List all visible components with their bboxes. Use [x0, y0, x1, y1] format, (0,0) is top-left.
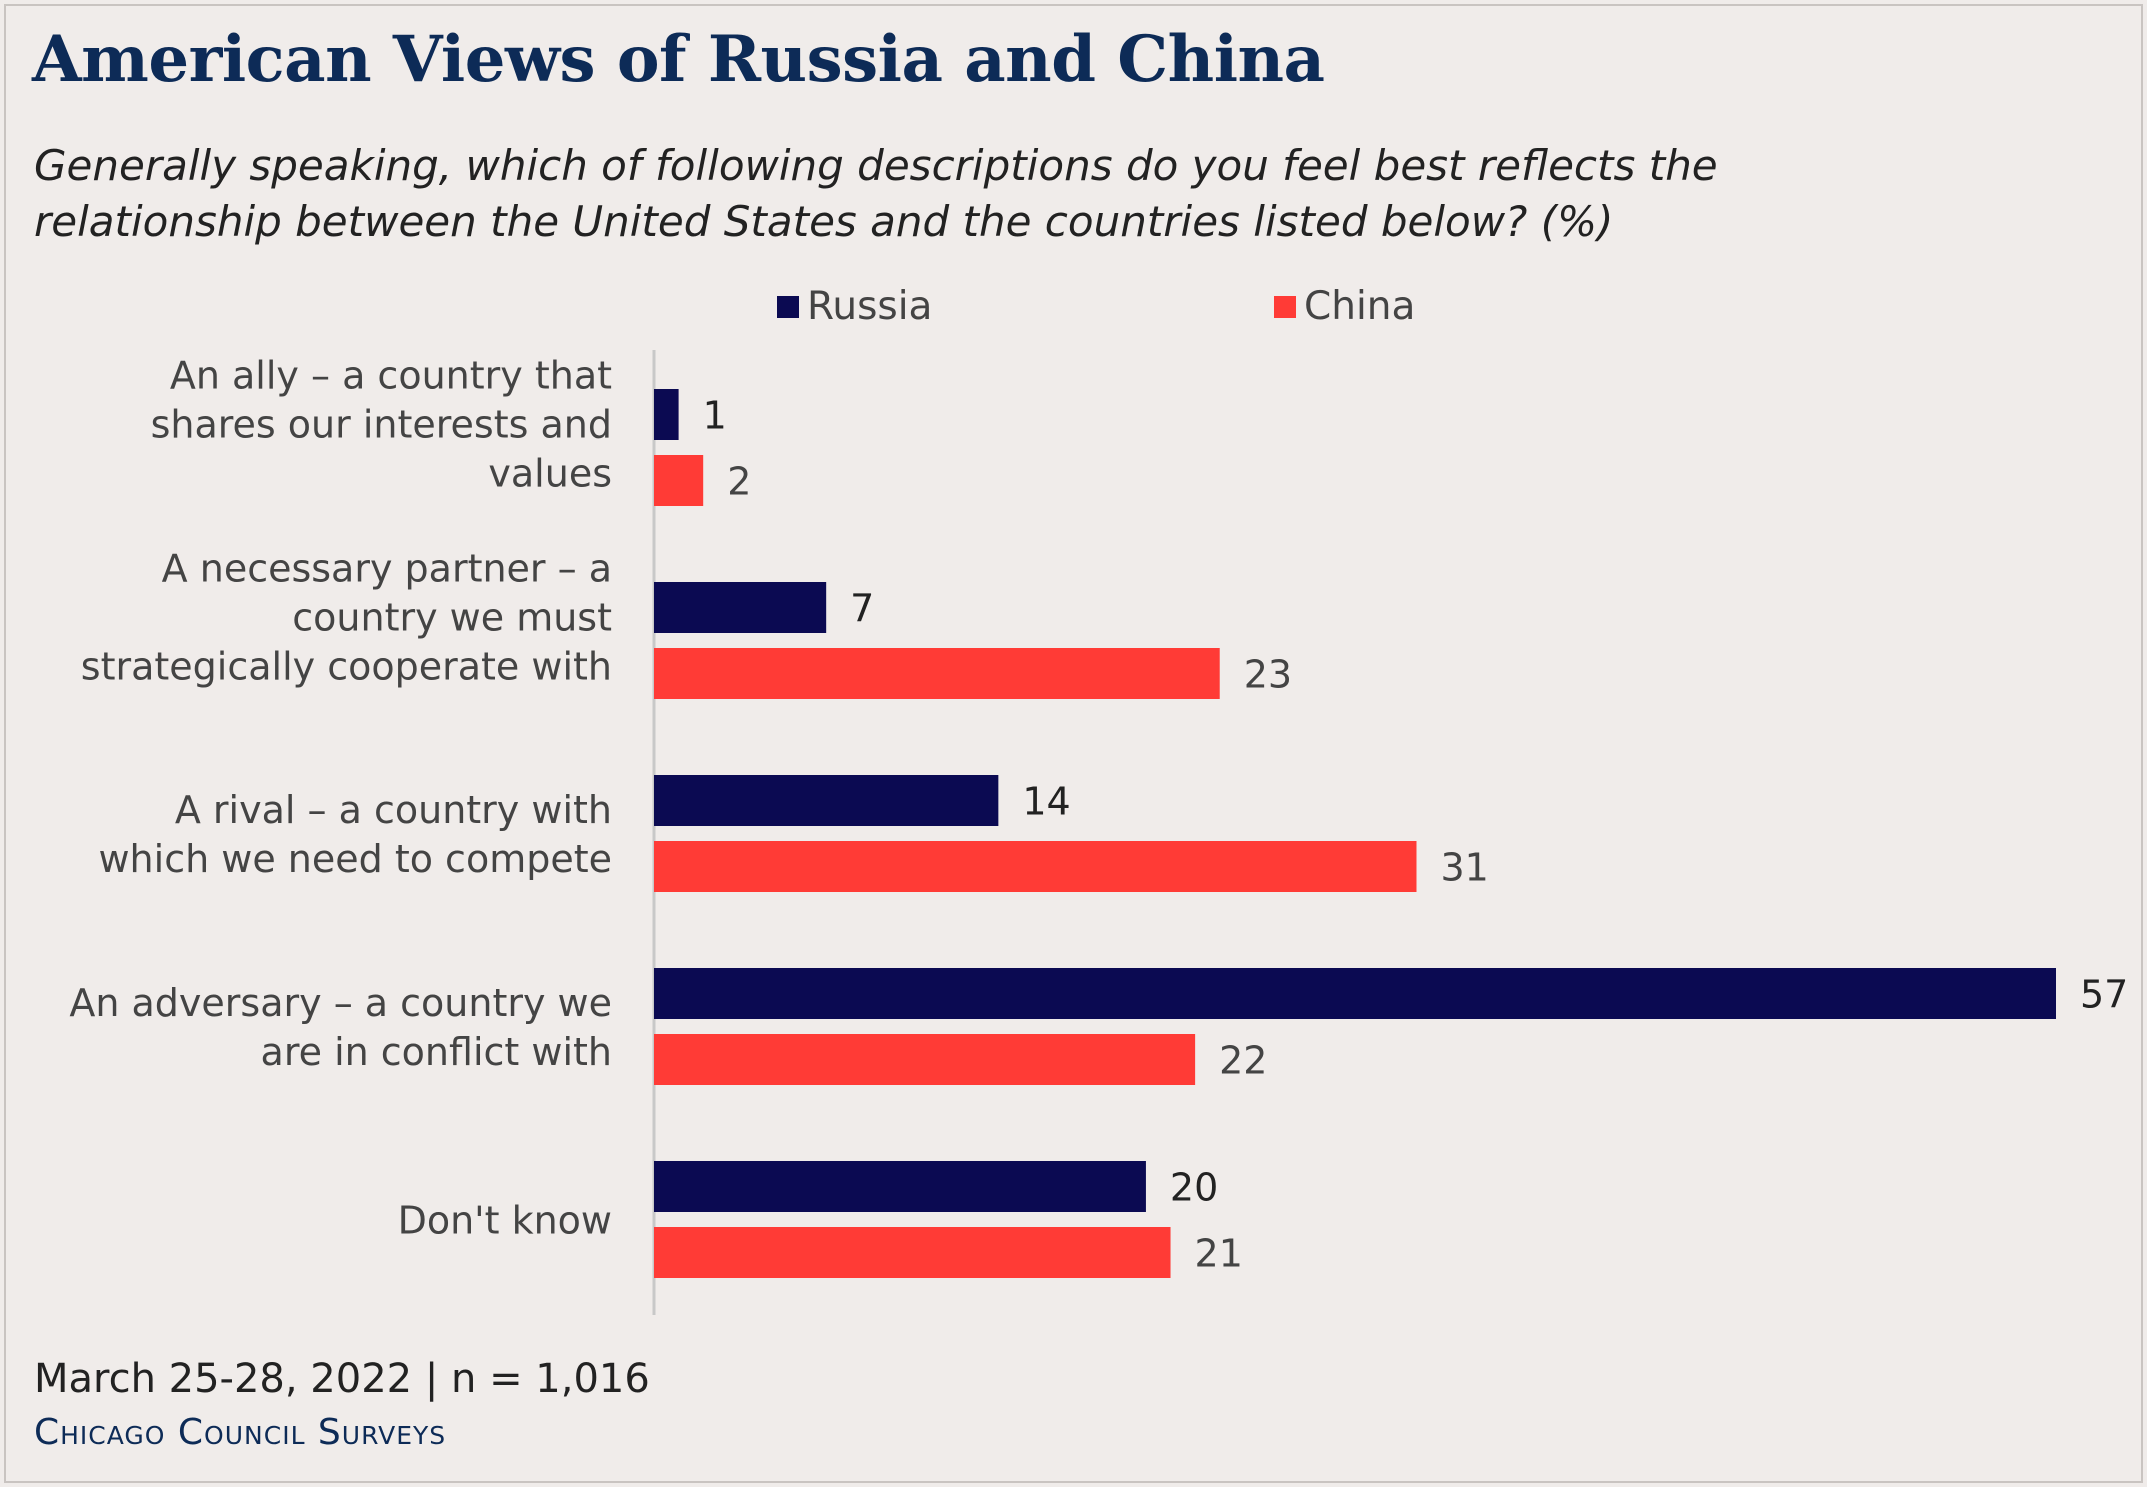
bar-china-2 — [654, 648, 1220, 699]
bar-russia-4 — [654, 968, 2056, 1019]
footer-date-sample: March 25-28, 2022 | n = 1,016 — [34, 1356, 650, 1402]
category-label-1-line-2: shares our interests and — [151, 403, 612, 447]
data-label-russia-2: 7 — [850, 587, 874, 631]
category-label-2-line-2: country we must — [292, 596, 612, 640]
legend-label-russia: Russia — [807, 284, 933, 329]
bar-china-4 — [654, 1034, 1196, 1085]
bar-china-1 — [654, 455, 704, 506]
data-label-china-3: 31 — [1440, 846, 1488, 890]
category-label-1-line-3: values — [488, 452, 612, 496]
bar-russia-2 — [654, 582, 827, 633]
category-label-5-line-1: Don't know — [398, 1199, 612, 1243]
data-label-russia-3: 14 — [1022, 780, 1070, 824]
legend-swatch-china — [1274, 295, 1296, 318]
footer-brand: Chicago Council Surveys — [34, 1412, 447, 1453]
data-label-china-4: 22 — [1219, 1039, 1267, 1083]
category-label-1-line-1: An ally – a country that — [170, 354, 612, 398]
chart-title: American Views of Russia and China — [32, 22, 1325, 97]
legend-swatch-russia — [777, 295, 799, 318]
category-label-3-line-2: which we need to compete — [98, 837, 612, 881]
legend-item-china: China — [1274, 284, 1415, 329]
category-label-3-line-1: A rival – a country with — [175, 788, 612, 832]
bar-china-5 — [654, 1227, 1171, 1278]
data-label-china-5: 21 — [1195, 1232, 1243, 1276]
data-label-china-1: 2 — [727, 460, 751, 504]
legend-item-russia: Russia — [777, 284, 932, 329]
chart-subtitle: Generally speaking, which of following d… — [34, 141, 1718, 246]
category-label-2-line-1: A necessary partner – a — [162, 547, 612, 591]
legend-label-china: China — [1304, 284, 1416, 329]
category-label-4-line-2: are in conflict with — [261, 1030, 612, 1074]
category-label-2-line-3: strategically cooperate with — [81, 645, 612, 689]
data-label-russia-4: 57 — [2080, 973, 2128, 1017]
bar-china-3 — [654, 841, 1417, 892]
data-label-china-2: 23 — [1244, 653, 1292, 697]
data-label-russia-5: 20 — [1170, 1166, 1218, 1210]
bar-russia-1 — [654, 389, 679, 440]
bar-russia-3 — [654, 775, 999, 826]
bar-russia-5 — [654, 1161, 1146, 1212]
data-label-russia-1: 1 — [703, 394, 727, 438]
category-label-4-line-1: An adversary – a country we — [69, 981, 612, 1025]
chart-frame — [4, 4, 2143, 1483]
